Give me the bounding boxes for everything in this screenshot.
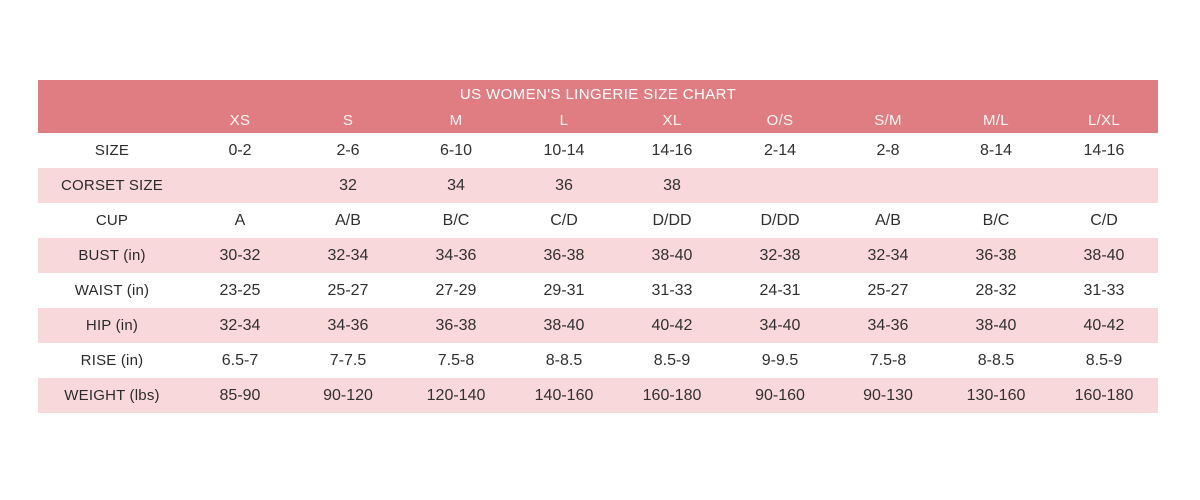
column-header-cell: XS: [229, 111, 251, 129]
row-label-cell: BUST (in): [78, 247, 146, 264]
lingerie-size-chart: US WOMEN'S LINGERIE SIZE CHART XS S M L XL O/…: [38, 80, 1158, 413]
column-header-row: XS S M L XL O/S S/M M/L L/XL: [38, 107, 1158, 133]
row-label-cell: CUP: [95, 212, 129, 229]
value-cell: B/C: [982, 211, 1010, 229]
value-cell: 30-32: [219, 246, 261, 264]
column-header-cell: S/M: [874, 111, 902, 129]
value-cell: D/DD: [652, 211, 692, 229]
table-row: RISE (in) 6.5-7 7-7.5 7.5-8 8-8.5 8.5-9 9-9.5 7…: [38, 343, 1158, 378]
value-cell: 9-9.5: [761, 351, 799, 369]
value-cell: 25-27: [867, 281, 909, 299]
value-cell: 8.5-9: [1085, 351, 1123, 369]
value-cell: 90-130: [863, 386, 913, 404]
table-row: CORSET SIZE 32 34 36 38: [38, 168, 1158, 203]
value-cell: 34-40: [759, 316, 801, 334]
value-cell: 40-42: [1083, 316, 1125, 334]
value-cell: C/D: [1090, 211, 1118, 229]
chart-title: US WOMEN'S LINGERIE SIZE CHART: [459, 86, 737, 103]
table-row: BUST (in) 30-32 32-34 34-36 36-38 38-40 32-38 3…: [38, 238, 1158, 273]
column-header-cell: S: [342, 111, 354, 129]
row-label-cell: CORSET SIZE: [61, 177, 163, 194]
table-row: WEIGHT (lbs) 85-90 90-120 120-140 140-160 160…: [38, 378, 1158, 413]
value-cell: 23-25: [219, 281, 261, 299]
value-cell: 28-32: [975, 281, 1017, 299]
value-cell: 29-31: [543, 281, 585, 299]
value-cell: 32-34: [867, 246, 909, 264]
value-cell: 31-33: [651, 281, 693, 299]
column-header-cell: O/S: [766, 111, 794, 129]
value-cell: 7.5-8: [437, 351, 475, 369]
value-cell: 27-29: [435, 281, 477, 299]
value-cell: 85-90: [219, 386, 261, 404]
value-cell: 34-36: [867, 316, 909, 334]
value-cell: 8-8.5: [545, 351, 583, 369]
value-cell: 38-40: [651, 246, 693, 264]
value-cell: 38-40: [543, 316, 585, 334]
value-cell: 120-140: [426, 386, 486, 404]
row-label-cell: SIZE: [94, 142, 130, 159]
value-cell: 32-38: [759, 246, 801, 264]
value-cell: 38-40: [1083, 246, 1125, 264]
column-header-cell: M: [449, 111, 463, 129]
value-cell: 36: [555, 176, 573, 194]
column-header-cell: L: [559, 111, 569, 129]
value-cell: 40-42: [651, 316, 693, 334]
value-cell: 7-7.5: [329, 351, 367, 369]
value-cell: 2-14: [763, 141, 797, 159]
value-cell: 32-34: [219, 316, 261, 334]
value-cell: 24-31: [759, 281, 801, 299]
value-cell: 8-14: [979, 141, 1013, 159]
value-cell: 14-16: [651, 141, 693, 159]
value-cell: 32: [339, 176, 357, 194]
column-header-cell: L/XL: [1087, 111, 1121, 129]
column-header-cell: M/L: [983, 111, 1009, 129]
value-cell: 90-160: [755, 386, 805, 404]
value-cell: A: [234, 211, 246, 229]
table-row: CUP A A/B B/C C/D D/DD D/DD A/B B/C C/D: [38, 203, 1158, 238]
value-cell: 140-160: [534, 386, 594, 404]
column-header-cell: XL: [662, 111, 682, 129]
value-cell: 160-180: [1074, 386, 1134, 404]
value-cell: A/B: [335, 211, 361, 229]
value-cell: B/C: [442, 211, 470, 229]
value-cell: 38-40: [975, 316, 1017, 334]
value-cell: C/D: [550, 211, 578, 229]
value-cell: 36-38: [543, 246, 585, 264]
value-cell: 36-38: [975, 246, 1017, 264]
row-label-cell: WEIGHT (lbs): [64, 387, 160, 404]
row-label-cell: WAIST (in): [74, 282, 150, 299]
value-cell: 14-16: [1083, 141, 1125, 159]
value-cell: 8-8.5: [977, 351, 1015, 369]
value-cell: 2-8: [876, 141, 900, 159]
table-body: SIZE 0-2 2-6 6-10 10-14 14-16 2-14 2-8 8-14 14-16…: [38, 133, 1158, 413]
value-cell: 34-36: [435, 246, 477, 264]
value-cell: 130-160: [966, 386, 1026, 404]
value-cell: 36-38: [435, 316, 477, 334]
row-label-cell: RISE (in): [80, 352, 144, 369]
value-cell: 6-10: [439, 141, 473, 159]
value-cell: 25-27: [327, 281, 369, 299]
chart-header-band: US WOMEN'S LINGERIE SIZE CHART XS S M L XL O/…: [38, 80, 1158, 133]
table-row: WAIST (in) 23-25 25-27 27-29 29-31 31-33 24-31…: [38, 273, 1158, 308]
value-cell: 8.5-9: [653, 351, 691, 369]
value-cell: 160-180: [642, 386, 702, 404]
value-cell: 0-2: [228, 141, 252, 159]
value-cell: 2-6: [336, 141, 360, 159]
value-cell: 34: [447, 176, 465, 194]
value-cell: D/DD: [760, 211, 800, 229]
value-cell: 6.5-7: [221, 351, 259, 369]
value-cell: 90-120: [323, 386, 373, 404]
value-cell: 10-14: [543, 141, 585, 159]
table-row: HIP (in) 32-34 34-36 36-38 38-40 40-42 34-40 34…: [38, 308, 1158, 343]
value-cell: 7.5-8: [869, 351, 907, 369]
value-cell: 31-33: [1083, 281, 1125, 299]
value-cell: 34-36: [327, 316, 369, 334]
row-label-cell: HIP (in): [85, 317, 139, 334]
value-cell: 38: [663, 176, 681, 194]
value-cell: A/B: [875, 211, 901, 229]
table-row: SIZE 0-2 2-6 6-10 10-14 14-16 2-14 2-8 8-14 14-16: [38, 133, 1158, 168]
value-cell: 32-34: [327, 246, 369, 264]
